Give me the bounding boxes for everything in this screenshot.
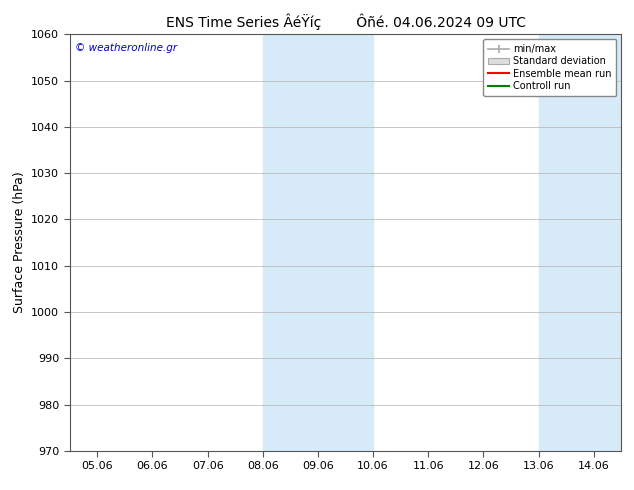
Bar — [538, 34, 634, 451]
Y-axis label: Surface Pressure (hPa): Surface Pressure (hPa) — [13, 172, 25, 314]
Legend: min/max, Standard deviation, Ensemble mean run, Controll run: min/max, Standard deviation, Ensemble me… — [483, 39, 616, 96]
Bar — [262, 34, 373, 451]
Title: ENS Time Series ÂéŸíç        Ôñé. 04.06.2024 09 UTC: ENS Time Series ÂéŸíç Ôñé. 04.06.2024 09… — [165, 14, 526, 30]
Text: © weatheronline.gr: © weatheronline.gr — [75, 43, 178, 52]
